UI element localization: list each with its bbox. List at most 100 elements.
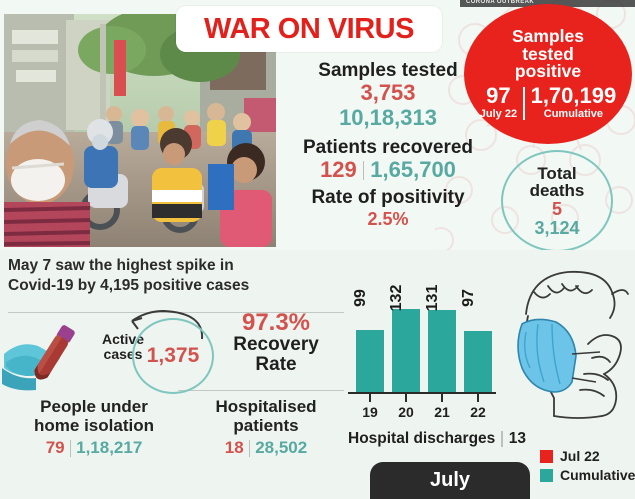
legend-label-cumulative: Cumulative bbox=[560, 467, 635, 483]
home-isolation-cumulative: 1,18,217 bbox=[76, 438, 143, 458]
chart-tick-mark bbox=[405, 394, 407, 402]
chart-bar-value: 131 bbox=[424, 284, 441, 312]
chart-bar bbox=[356, 330, 384, 392]
home-isolation-divider bbox=[69, 439, 72, 457]
top-banner-strip bbox=[460, 0, 635, 7]
hospital-discharges-summary: Hospital discharges 13 bbox=[348, 430, 526, 448]
chart-x-axis bbox=[348, 392, 496, 394]
chart-tick: 21 bbox=[428, 394, 456, 424]
patients-recovered-cumulative: 1,65,700 bbox=[370, 156, 456, 182]
top-banner-text: CORONA OUTBREAK bbox=[466, 0, 535, 5]
legend-label-jul22: Jul 22 bbox=[560, 448, 600, 464]
legend-swatch-cumulative bbox=[540, 468, 553, 482]
chart-x-tick-labels: 19 20 21 22 bbox=[356, 394, 492, 424]
chart-bar bbox=[392, 309, 420, 392]
legend-item: Jul 22 bbox=[540, 448, 635, 464]
chart-bar-item: 132 bbox=[388, 285, 420, 392]
month-label-pill: July bbox=[370, 462, 530, 499]
hospitalised-patients-stat: Hospitalised patients 18 28,502 bbox=[188, 397, 344, 458]
badge-daily-value: 97 bbox=[486, 83, 511, 109]
chart-tick-label: 22 bbox=[470, 404, 486, 420]
chart-tick-label: 21 bbox=[434, 404, 450, 420]
chart-tick-mark bbox=[441, 394, 443, 402]
total-deaths-badge: Total deaths 5 3,124 bbox=[501, 150, 613, 252]
chart-tick-label: 19 bbox=[362, 404, 378, 420]
chart-bar bbox=[464, 331, 492, 392]
chart-bar-item: 99 bbox=[352, 289, 384, 392]
chart-bar-item: 131 bbox=[424, 285, 456, 392]
samples-tested-positive-badge: Samples tested positive 97 July 22 1,70,… bbox=[464, 4, 632, 144]
deaths-cumulative-value: 3,124 bbox=[534, 217, 580, 238]
badge-cumulative: 1,70,199 Cumulative bbox=[525, 83, 623, 121]
chart-tick-label: 20 bbox=[398, 404, 414, 420]
wearing-mask-illustration bbox=[517, 270, 629, 419]
divider-bottom bbox=[178, 390, 344, 392]
hospitalised-divider bbox=[248, 439, 251, 457]
chart-tick-mark bbox=[369, 394, 371, 402]
chart-bars: 99 132 131 97 bbox=[352, 285, 492, 392]
hospital-discharges-chart: 99 132 131 97 19 bbox=[348, 285, 496, 428]
chart-bar-value: 99 bbox=[352, 289, 369, 307]
home-isolation-label-line1: People under bbox=[40, 397, 148, 416]
rate-of-positivity-value: 2.5% bbox=[367, 208, 409, 229]
recovery-rate-block: 97.3% Recovery Rate bbox=[212, 310, 340, 375]
badge-daily-label: July 22 bbox=[479, 108, 518, 121]
badge-label-line3: positive bbox=[514, 61, 582, 82]
patients-recovered-divider bbox=[362, 160, 365, 180]
hospitalised-label-line1: Hospitalised bbox=[215, 397, 317, 416]
patients-recovered-values: 129 1,65,700 bbox=[278, 156, 498, 183]
hospitalised-values: 18 28,502 bbox=[188, 438, 344, 458]
curved-arrow-icon bbox=[131, 309, 204, 340]
samples-tested-cumulative: 10,18,313 bbox=[339, 104, 437, 130]
chart-bar bbox=[428, 310, 456, 392]
spike-note: May 7 saw the highest spike in Covid-19 … bbox=[8, 257, 250, 295]
chart-bar-value: 132 bbox=[388, 284, 405, 312]
rate-of-positivity-label: Rate of positivity bbox=[311, 187, 465, 209]
home-isolation-daily: 79 bbox=[45, 438, 65, 458]
recovery-rate-label-line2: Rate bbox=[255, 353, 297, 375]
chart-tick: 19 bbox=[356, 394, 384, 424]
badge-divider bbox=[523, 87, 525, 121]
blood-sample-tube-illustration bbox=[2, 325, 75, 391]
badge-values: 97 July 22 1,70,199 Cumulative bbox=[474, 83, 623, 121]
center-statistics: Samples tested 3,753 10,18,313 Patients … bbox=[278, 60, 498, 230]
chart-bar-value: 97 bbox=[460, 289, 477, 307]
chart-bar-item: 97 bbox=[460, 289, 492, 392]
hospitalised-daily: 18 bbox=[224, 438, 244, 458]
patients-recovered-label: Patients recovered bbox=[302, 136, 474, 158]
deaths-label-line2: deaths bbox=[529, 181, 585, 201]
deaths-daily-value: 5 bbox=[551, 199, 562, 220]
active-cases-value: 1,375 bbox=[146, 344, 200, 367]
hospital-discharges-value: 13 bbox=[508, 430, 527, 447]
legend-swatch-jul22 bbox=[540, 449, 553, 463]
chart-plot-area: 99 132 131 97 bbox=[348, 285, 496, 392]
badge-label-line1: Samples bbox=[512, 25, 584, 46]
chart-tick: 22 bbox=[464, 394, 492, 424]
headline-banner: WAR ON VIRUS bbox=[176, 6, 442, 52]
home-isolation-values: 79 1,18,217 bbox=[10, 438, 178, 458]
badge-cumulative-label: Cumulative bbox=[543, 108, 604, 121]
month-label: July bbox=[429, 469, 471, 491]
chart-legend: Jul 22 Cumulative bbox=[540, 448, 635, 486]
recovery-rate-label-line1: Recovery bbox=[233, 334, 319, 356]
chart-tick: 20 bbox=[392, 394, 420, 424]
chart-tick-mark bbox=[477, 394, 479, 402]
home-isolation-label-line2: home isolation bbox=[34, 415, 154, 435]
hospital-discharges-label: Hospital discharges bbox=[348, 430, 496, 447]
page-title: WAR ON VIRUS bbox=[204, 12, 414, 45]
deaths-label-line1: Total bbox=[537, 163, 577, 183]
recovery-rate-percent: 97.3% bbox=[241, 309, 311, 336]
badge-daily: 97 July 22 bbox=[474, 83, 523, 121]
hospital-discharges-divider bbox=[501, 431, 503, 447]
legend-item: Cumulative bbox=[540, 467, 635, 483]
active-cases-circle: 1,375 bbox=[132, 318, 214, 394]
samples-tested-daily: 3,753 bbox=[360, 80, 416, 106]
home-isolation-stat: People under home isolation 79 1,18,217 bbox=[10, 397, 178, 458]
patients-recovered-daily: 129 bbox=[320, 156, 357, 182]
badge-cumulative-value: 1,70,199 bbox=[530, 83, 617, 109]
badge-label-line2: tested bbox=[522, 43, 574, 64]
hospitalised-label-line2: patients bbox=[233, 415, 299, 435]
samples-tested-label: Samples tested bbox=[318, 60, 458, 81]
hospitalised-cumulative: 28,502 bbox=[255, 438, 308, 458]
